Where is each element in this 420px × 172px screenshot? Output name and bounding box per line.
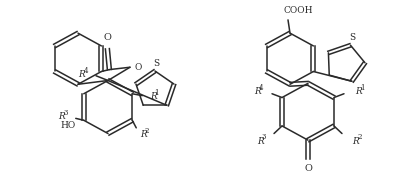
- Text: S: S: [153, 59, 159, 68]
- Text: O: O: [304, 164, 312, 172]
- Text: O: O: [134, 63, 142, 72]
- Text: R: R: [150, 92, 157, 101]
- Text: O: O: [103, 33, 111, 42]
- Text: 1: 1: [155, 89, 159, 97]
- Text: 3: 3: [261, 133, 266, 141]
- Text: 4: 4: [83, 67, 88, 75]
- Text: COOH: COOH: [283, 6, 313, 15]
- Text: 2: 2: [357, 133, 362, 141]
- Text: R: R: [257, 137, 263, 146]
- Text: 4: 4: [258, 84, 263, 92]
- Text: 1: 1: [360, 84, 365, 92]
- Text: R: R: [353, 137, 360, 146]
- Text: HO: HO: [60, 121, 75, 130]
- Text: 3: 3: [63, 109, 68, 117]
- Text: R: R: [254, 87, 260, 96]
- Text: R: R: [140, 130, 147, 139]
- Text: R: R: [356, 87, 362, 96]
- Text: 2: 2: [144, 127, 149, 135]
- Text: R: R: [79, 70, 85, 79]
- Text: R: R: [58, 112, 65, 121]
- Text: S: S: [349, 33, 356, 42]
